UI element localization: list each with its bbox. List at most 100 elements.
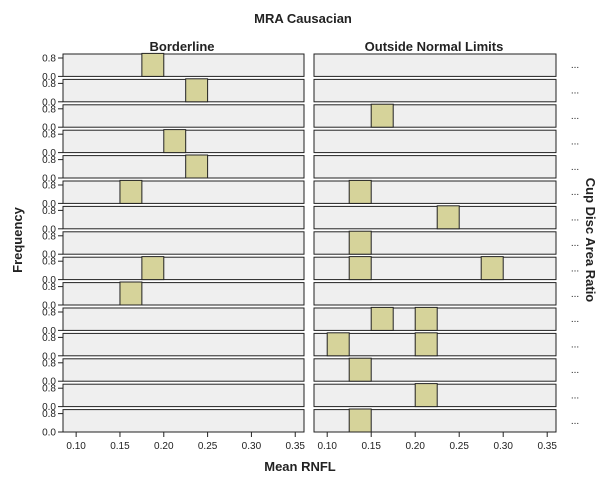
x-tick-label: 0.35 bbox=[537, 441, 557, 452]
panel-background bbox=[62, 231, 305, 255]
histogram-bar bbox=[119, 281, 143, 306]
histogram-bar bbox=[414, 306, 438, 331]
panel-background bbox=[62, 180, 305, 204]
y-tick-label: 0.8 bbox=[42, 181, 56, 192]
histogram-bar bbox=[348, 256, 372, 281]
panel-background bbox=[313, 129, 557, 154]
x-tick-label: 0.25 bbox=[198, 441, 218, 452]
histogram-bar bbox=[163, 129, 187, 154]
y-tick-label: 0.0 bbox=[42, 97, 56, 108]
x-tick-label: 0.25 bbox=[449, 441, 469, 452]
panel-background bbox=[62, 409, 305, 433]
x-tick-label: 0.15 bbox=[361, 441, 381, 452]
panel-background bbox=[62, 155, 305, 179]
panel-background bbox=[313, 282, 557, 306]
histogram-bar bbox=[141, 52, 165, 77]
y-tick-label: 0.0 bbox=[42, 377, 56, 388]
panel-background bbox=[313, 180, 557, 204]
row-label: ... bbox=[571, 136, 579, 147]
panel-background bbox=[62, 358, 305, 382]
histogram-bar bbox=[370, 103, 394, 128]
histogram-bar bbox=[414, 383, 438, 408]
y-tick-label: 0.8 bbox=[42, 130, 56, 141]
row-label: ... bbox=[571, 365, 579, 376]
panel-background bbox=[62, 332, 305, 357]
histogram-bar bbox=[414, 332, 438, 357]
histogram-bar bbox=[185, 78, 209, 103]
histogram-bar bbox=[348, 179, 372, 204]
histogram-bar bbox=[348, 230, 372, 255]
panel-background bbox=[313, 205, 557, 230]
histogram-bar bbox=[348, 408, 372, 433]
x-tick-label: 0.15 bbox=[110, 441, 130, 452]
row-label: ... bbox=[571, 86, 579, 97]
panel-background bbox=[62, 78, 305, 103]
y-tick-label: 0.0 bbox=[42, 351, 56, 362]
y-tick-label: 0.0 bbox=[42, 72, 56, 83]
x-tick-label: 0.10 bbox=[66, 441, 86, 452]
y-tick-label: 0.8 bbox=[42, 206, 56, 217]
y-tick-label: 0.0 bbox=[42, 428, 56, 439]
y-tick-label: 0.0 bbox=[42, 199, 56, 210]
right-axis-label: Cup Disc Area Ratio bbox=[583, 178, 596, 303]
y-tick-label: 0.0 bbox=[42, 224, 56, 235]
y-axis-label: Frequency bbox=[10, 206, 25, 273]
y-tick-label: 0.0 bbox=[42, 326, 56, 337]
panel-background bbox=[313, 231, 557, 255]
histogram-bar bbox=[141, 256, 165, 281]
histogram-bar bbox=[326, 332, 350, 357]
panel-background bbox=[313, 53, 557, 77]
x-tick-label: 0.30 bbox=[242, 441, 262, 452]
y-tick-label: 0.8 bbox=[42, 104, 56, 115]
panel-background bbox=[313, 358, 557, 382]
row-label: ... bbox=[571, 162, 579, 173]
histogram-bar bbox=[370, 306, 394, 331]
row-label: ... bbox=[571, 416, 579, 427]
panel-background bbox=[62, 282, 305, 306]
chart-title: MRA Causacian bbox=[254, 11, 352, 26]
y-tick-label: 0.8 bbox=[42, 54, 56, 65]
y-tick-label: 0.8 bbox=[42, 333, 56, 344]
y-tick-label: 0.8 bbox=[42, 79, 56, 90]
y-tick-label: 0.8 bbox=[42, 358, 56, 369]
histogram-bar bbox=[480, 256, 504, 281]
row-label: ... bbox=[571, 187, 579, 198]
row-label: ... bbox=[571, 314, 579, 325]
y-tick-label: 0.8 bbox=[42, 308, 56, 319]
row-label: ... bbox=[571, 213, 579, 224]
y-tick-label: 0.8 bbox=[42, 282, 56, 293]
y-tick-label: 0.8 bbox=[42, 231, 56, 242]
y-tick-label: 0.8 bbox=[42, 409, 56, 420]
y-tick-label: 0.0 bbox=[42, 250, 56, 261]
column-header-outside-normal-limits: Outside Normal Limits bbox=[365, 39, 504, 54]
y-tick-label: 0.8 bbox=[42, 384, 56, 395]
panel-background bbox=[62, 256, 305, 281]
x-tick-label: 0.10 bbox=[317, 441, 337, 452]
histogram-bar bbox=[119, 179, 143, 204]
panel-grid: 0.80.0...0.80.0...0.80.0...0.80.0...0.80… bbox=[42, 52, 579, 452]
row-label: ... bbox=[571, 60, 579, 71]
x-tick-label: 0.20 bbox=[154, 441, 174, 452]
y-tick-label: 0.8 bbox=[42, 155, 56, 166]
y-tick-label: 0.0 bbox=[42, 174, 56, 185]
panel-background bbox=[62, 53, 305, 77]
panel-background bbox=[62, 205, 305, 230]
x-tick-label: 0.30 bbox=[493, 441, 513, 452]
row-label: ... bbox=[571, 390, 579, 401]
histogram-bar bbox=[436, 205, 460, 230]
y-tick-label: 0.0 bbox=[42, 148, 56, 159]
row-label: ... bbox=[571, 263, 579, 274]
y-tick-label: 0.0 bbox=[42, 301, 56, 312]
row-label: ... bbox=[571, 238, 579, 249]
y-tick-label: 0.0 bbox=[42, 123, 56, 134]
panel-background bbox=[62, 307, 305, 331]
panel-background bbox=[313, 104, 557, 128]
histogram-bar bbox=[185, 154, 209, 179]
x-tick-label: 0.35 bbox=[286, 441, 306, 452]
y-tick-label: 0.0 bbox=[42, 275, 56, 286]
panel-background bbox=[62, 104, 305, 128]
panel-background bbox=[62, 383, 305, 408]
panel-background bbox=[313, 409, 557, 433]
column-header-borderline: Borderline bbox=[149, 39, 214, 54]
